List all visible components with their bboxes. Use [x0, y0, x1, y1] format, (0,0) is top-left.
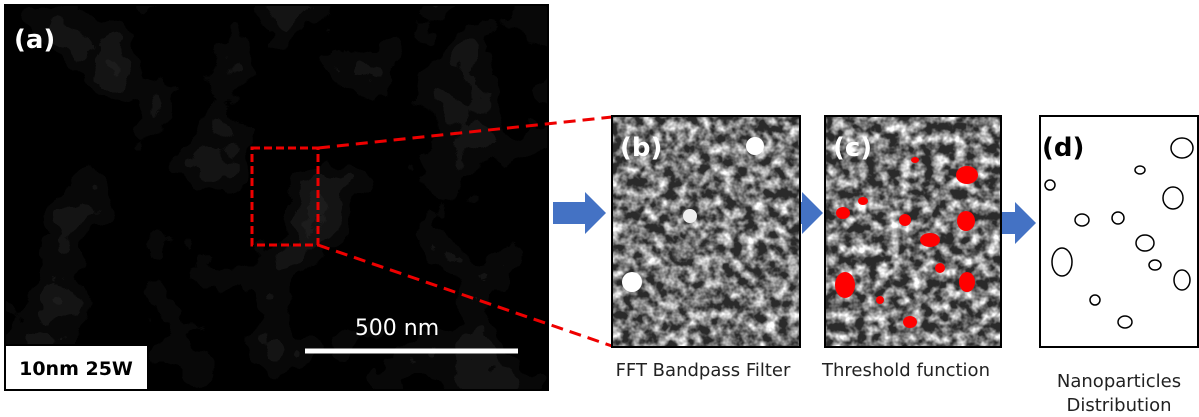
panel-b: (b): [612, 116, 800, 347]
particle: [622, 272, 642, 292]
panel-a: 500 nm 10nm 25W (a): [5, 5, 548, 390]
particle: [746, 137, 764, 155]
caption: Nanoparticles: [1057, 371, 1181, 392]
panel-label: (b): [620, 133, 662, 163]
scale-label: 500 nm: [355, 316, 439, 341]
particle: [683, 209, 697, 223]
sem-texture: [5, 5, 548, 390]
figure: 500 nm 10nm 25W (a) (b) (c): [0, 0, 1199, 417]
panel-d: (d): [1040, 116, 1198, 347]
caption: FFT Bandpass Filter: [616, 360, 791, 381]
arrow: [553, 192, 606, 234]
panel-label: (d): [1042, 133, 1084, 163]
panel-label: (c): [833, 133, 872, 163]
sample-label: 10nm 25W: [19, 358, 133, 380]
panel-label: (a): [14, 25, 55, 55]
panel-c: (c): [825, 116, 1001, 347]
caption: Threshold function: [821, 360, 990, 381]
caption: Distribution: [1066, 395, 1171, 416]
